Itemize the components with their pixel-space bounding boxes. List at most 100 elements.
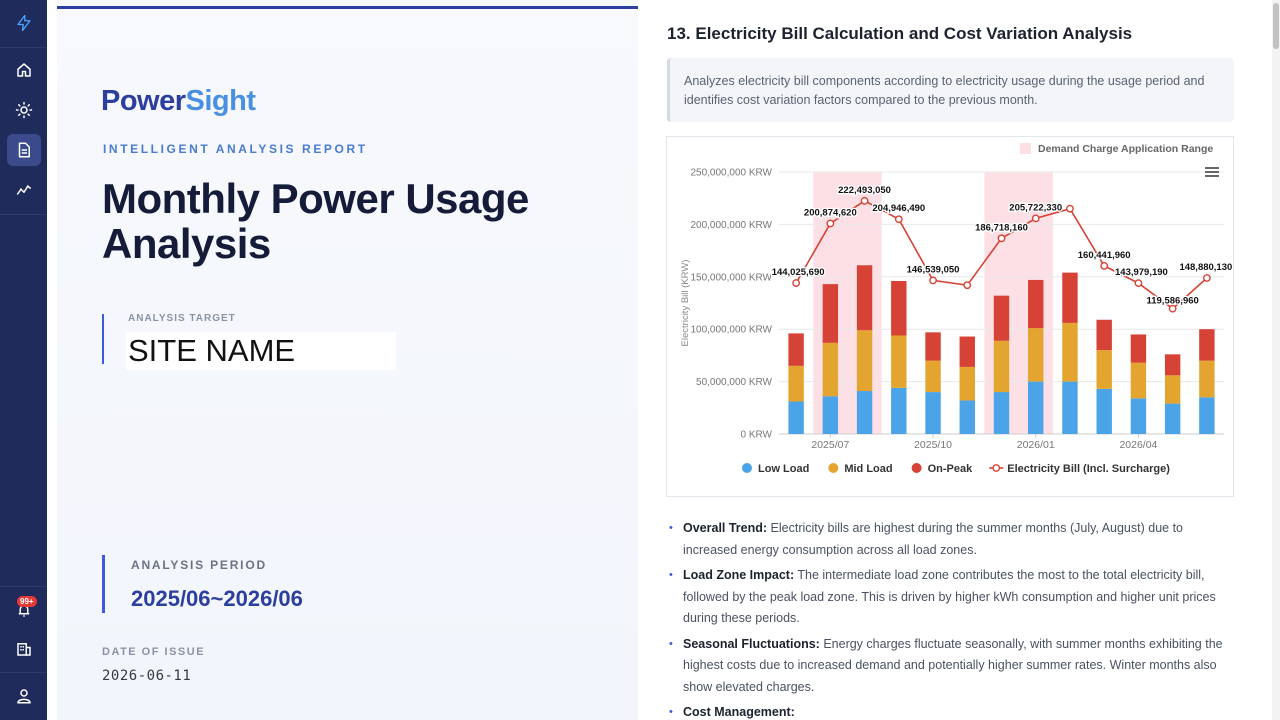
chart-menu-icon <box>1205 171 1219 173</box>
bullet-item: Load Zone Impact: The intermediate load … <box>667 565 1237 630</box>
analysis-period-label: ANALYSIS PERIOD <box>131 558 267 572</box>
analysis-target-value: SITE NAME <box>128 333 296 368</box>
sidebar-divider <box>0 214 47 215</box>
bar-segment <box>1164 354 1181 376</box>
scrollbar-thumb[interactable] <box>1273 3 1279 49</box>
bullet-title: Overall Trend: <box>683 521 768 535</box>
x-tick-label: 2025/07 <box>811 439 849 451</box>
chart-svg: 0 KRW 50,000,000 KRW 100,000,000 KRW 150,00… <box>680 143 1233 475</box>
bill-point <box>963 281 972 290</box>
page-scrollbar[interactable] <box>1272 0 1280 720</box>
bar-segment <box>1062 272 1078 323</box>
legend-label: Electricity Bill (Incl. Surcharge) <box>1007 463 1170 475</box>
bar-segment <box>1199 360 1215 398</box>
target-accent-bar <box>102 314 104 364</box>
x-tick-label: 2026/04 <box>1119 439 1157 451</box>
bill-point <box>1100 261 1109 270</box>
bill-point <box>997 234 1006 243</box>
data-label: 222,493,050 <box>838 185 891 196</box>
x-tick-label: 2026/01 <box>1017 439 1055 451</box>
bill-point <box>1031 214 1040 223</box>
analysis-target-box <box>126 332 396 370</box>
bill-point <box>894 215 903 224</box>
section-description: Analyzes electricity bill components acc… <box>667 58 1234 122</box>
bill-point <box>1168 304 1177 313</box>
bar-segment <box>891 387 907 434</box>
analysis-target-label: ANALYSIS TARGET <box>128 313 236 324</box>
legend-swatch <box>742 463 752 473</box>
bar-segment <box>891 335 907 388</box>
document-icon[interactable] <box>7 134 41 166</box>
data-label: 204,946,490 <box>872 203 925 214</box>
bar-segment <box>822 396 839 434</box>
brand-name-part2: Sight <box>185 85 257 117</box>
bar-segment <box>925 392 941 434</box>
report-content: 13. Electricity Bill Calculation and Cos… <box>638 0 1280 720</box>
bar-segment <box>1096 350 1112 389</box>
analysis-bullets: Overall Trend: Electricity bills are hig… <box>667 518 1237 720</box>
sidebar: 99+ <box>0 0 47 720</box>
data-label: 146,539,050 <box>907 264 960 275</box>
notification-badge: 99+ <box>17 596 37 607</box>
bar-segment <box>1096 388 1112 434</box>
bar-segment <box>1096 319 1112 351</box>
bullet-item: Cost Management: <box>667 702 1237 720</box>
bar-segment <box>1062 381 1078 434</box>
bar-segment <box>1130 334 1147 363</box>
bar-segment <box>1028 279 1044 329</box>
bullet-item: Overall Trend: Electricity bills are hig… <box>667 518 1237 561</box>
bar-segment <box>993 392 1010 434</box>
analysis-period-value: 2025/06~2026/06 <box>131 586 303 611</box>
bar-segment <box>1130 398 1147 434</box>
data-label: 143,979,190 <box>1115 267 1168 278</box>
report-title: Monthly Power Usage Analysis <box>102 175 529 267</box>
bar-segment <box>788 333 804 366</box>
home-icon[interactable] <box>7 54 41 86</box>
bar-segment <box>856 330 873 392</box>
bar-segment <box>993 295 1010 341</box>
data-label: 205,722,330 <box>1009 202 1062 213</box>
bar-segment <box>959 366 975 401</box>
brand-logo: PowerSight <box>101 85 256 118</box>
sidebar-divider <box>0 586 47 587</box>
y-axis-label: Electricity Bill (KRW) <box>680 260 691 347</box>
legend-swatch <box>911 463 922 473</box>
y-tick-label: 200,000,000 KRW <box>690 220 772 231</box>
data-label: 144,025,690 <box>772 267 825 278</box>
sun-icon[interactable] <box>7 94 41 126</box>
x-tick-label: 2025/10 <box>914 439 952 451</box>
bar-segment <box>959 336 975 367</box>
electricity-bill-chart: 0 KRW 50,000,000 KRW 100,000,000 KRW 150,00… <box>666 136 1234 497</box>
building-icon[interactable] <box>7 633 41 665</box>
y-tick-label: 100,000,000 KRW <box>690 325 772 336</box>
bar-segment <box>925 360 941 393</box>
brand-name-part1: Power <box>101 85 186 117</box>
bill-point <box>860 196 869 205</box>
highlight-legend-label: Demand Charge Application Range <box>1038 143 1213 155</box>
bar-segment <box>959 400 975 434</box>
bullet-title: Load Zone Impact: <box>683 568 795 582</box>
bar-segment <box>891 280 907 336</box>
analytics-icon[interactable] <box>7 174 41 206</box>
bar-segment <box>856 391 873 434</box>
y-tick-label: 150,000,000 KRW <box>690 272 772 283</box>
user-icon[interactable] <box>7 680 41 712</box>
section-title: 13. Electricity Bill Calculation and Cos… <box>667 24 1133 43</box>
bar-segment <box>788 365 804 402</box>
bullet-text: Energy charges fluctuate seasonally, wit… <box>683 636 1223 694</box>
date-of-issue-label: DATE OF ISSUE <box>102 646 206 658</box>
bar-segment <box>1164 403 1181 434</box>
bolt-icon[interactable] <box>7 7 41 39</box>
y-tick-label: 50,000,000 KRW <box>696 377 773 388</box>
data-label: 160,441,960 <box>1078 250 1131 261</box>
bar-segment <box>788 401 804 434</box>
date-of-issue-value: 2026-06-11 <box>102 668 192 684</box>
report-type-label: INTELLIGENT ANALYSIS REPORT <box>103 142 368 156</box>
bar-segment <box>1199 329 1215 361</box>
highlight-legend-swatch <box>1020 143 1031 154</box>
bullet-item: Seasonal Fluctuations: Energy charges fl… <box>667 634 1237 699</box>
legend-swatch <box>828 463 839 473</box>
bill-point <box>792 279 801 287</box>
bar-segment <box>1062 322 1078 382</box>
